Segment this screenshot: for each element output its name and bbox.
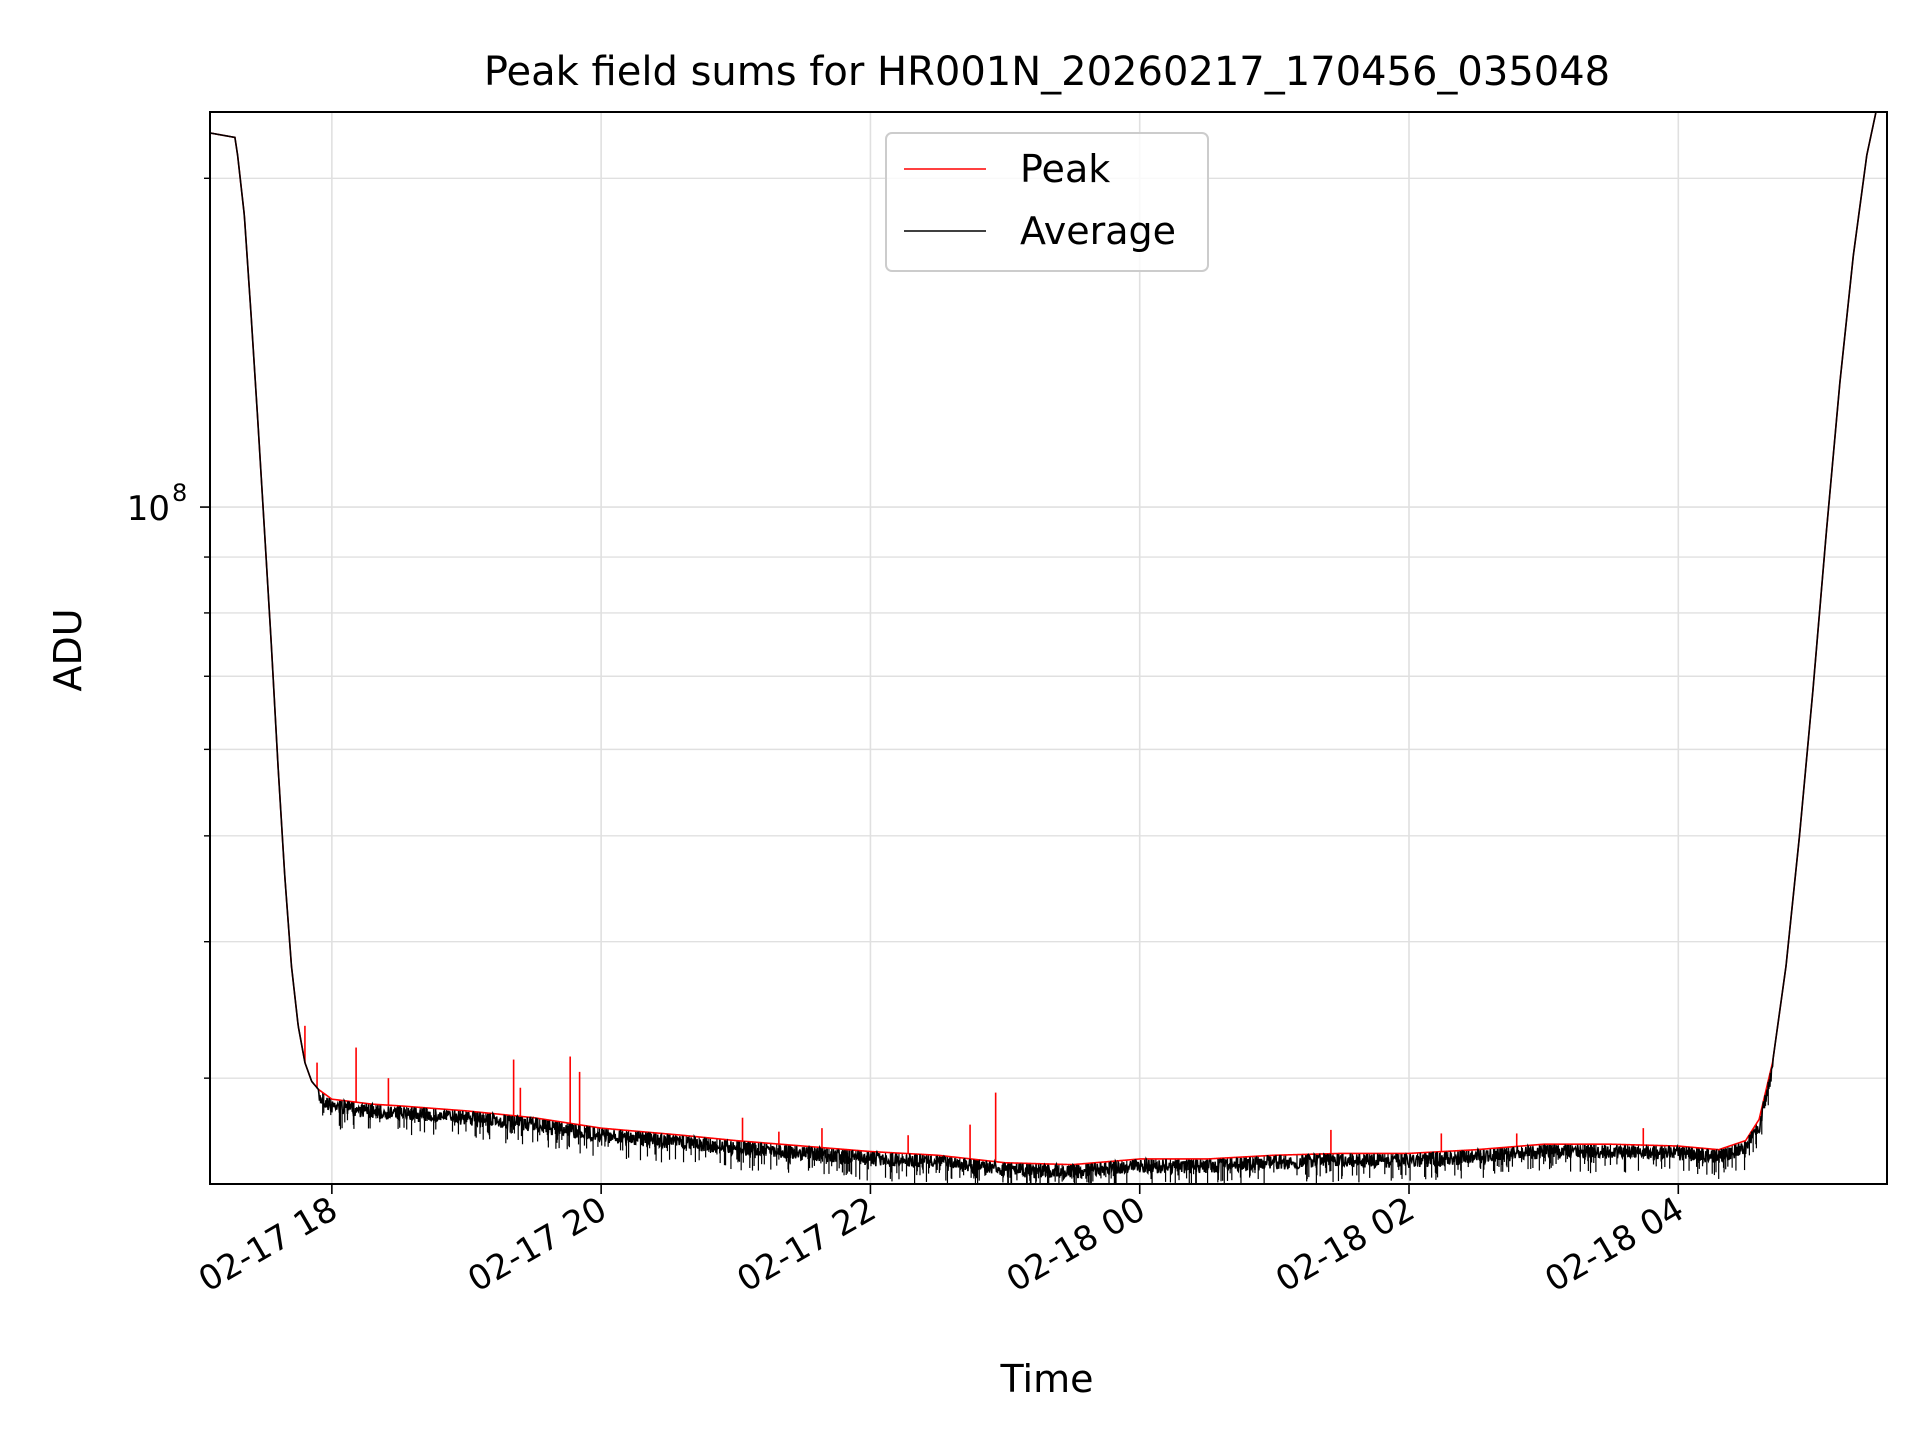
peak-series-line — [210, 112, 1877, 1166]
plot-area — [210, 112, 1877, 1184]
y-axis: 10 8 — [127, 177, 210, 1079]
legend-peak-label: Peak — [1020, 147, 1110, 191]
x-axis-label: Time — [1000, 1357, 1094, 1401]
legend: Peak Average — [885, 132, 1209, 272]
y-tick-exponent: 8 — [172, 479, 187, 507]
y-tick-label: 10 — [127, 489, 170, 529]
y-axis-label: ADU — [46, 608, 90, 691]
legend-average-label: Average — [1020, 209, 1176, 253]
average-series-line — [210, 112, 1877, 1181]
plot-frame — [209, 111, 1888, 1185]
legend-box — [885, 132, 1209, 272]
peak-spikes — [304, 1025, 1645, 1162]
chart-title: Peak field sums for HR001N_20260217_1704… — [484, 49, 1610, 95]
